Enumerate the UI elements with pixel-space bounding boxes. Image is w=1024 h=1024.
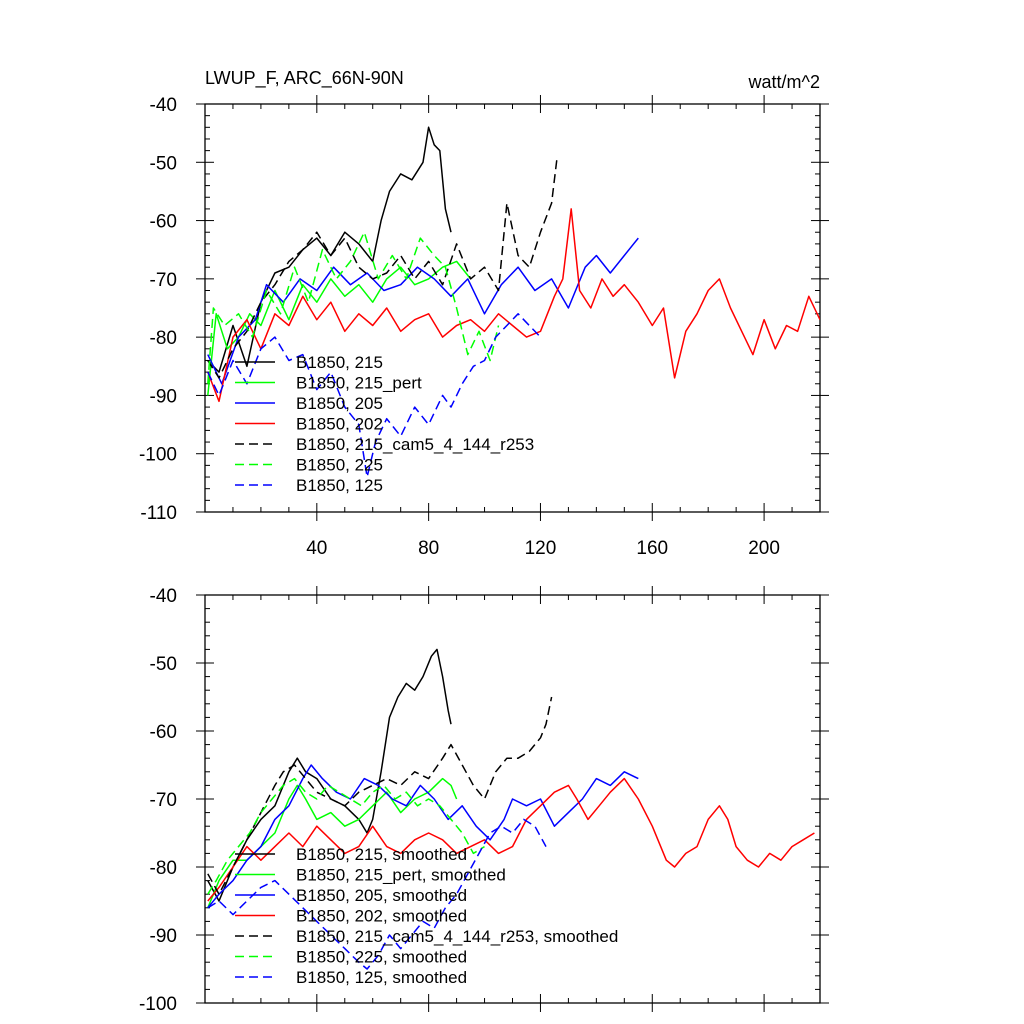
y-tick-label: -50 xyxy=(150,654,177,675)
y-tick-label: -100 xyxy=(139,994,177,1015)
series-line xyxy=(207,156,558,379)
y-tick-label: -60 xyxy=(150,722,177,743)
y-tick-label: -40 xyxy=(150,586,177,607)
legend-label: B1850, 205 xyxy=(296,394,383,413)
legend-label: B1850, 215 xyxy=(296,353,383,372)
legend-label: B1850, 225, smoothed xyxy=(296,948,467,967)
y-tick-label: -60 xyxy=(150,212,177,233)
x-tick-label: 200 xyxy=(748,538,780,559)
x-tick-label: 40 xyxy=(306,538,327,559)
y-tick-label: -70 xyxy=(150,270,177,291)
series-line xyxy=(207,818,547,970)
x-tick-label: 80 xyxy=(418,538,439,559)
series-line xyxy=(207,696,553,895)
legend-label: B1850, 215_pert, smoothed xyxy=(296,866,506,885)
legend-label: B1850, 125 xyxy=(296,476,383,495)
legend-label: B1850, 215_cam5_4_144_r253 xyxy=(296,435,534,454)
bottom-panel: -40 -50 -60 -70 -80 -90 -100 B1850, 215, smooth… xyxy=(139,586,829,1015)
legend-label: B1850, 215_pert xyxy=(296,374,422,393)
series-line xyxy=(207,777,485,895)
y-tick-label: -50 xyxy=(150,153,177,174)
series-line xyxy=(207,208,820,403)
legend-label: B1850, 202, smoothed xyxy=(296,907,467,926)
chart-title: LWUP_F, ARC_66N-90N xyxy=(205,68,404,89)
y-tick-label: -110 xyxy=(140,503,177,524)
units-label: watt/m^2 xyxy=(748,72,820,92)
series-line xyxy=(207,237,639,385)
x-tick-label: 160 xyxy=(636,538,668,559)
series-line xyxy=(207,313,542,478)
y-tick-label: -70 xyxy=(150,790,177,811)
y-tick-label: -100 xyxy=(139,445,177,466)
legend-label: B1850, 225 xyxy=(296,456,383,475)
legend-label: B1850, 205, smoothed xyxy=(296,886,467,905)
y-tick-label: -40 xyxy=(150,95,177,116)
series-line xyxy=(207,777,815,902)
legend-label: B1850, 215, smoothed xyxy=(296,845,467,864)
series-line xyxy=(207,648,452,902)
series-line xyxy=(207,764,639,909)
y-tick-label: -80 xyxy=(150,858,177,879)
x-tick-label: 120 xyxy=(525,538,557,559)
series-line xyxy=(207,260,472,396)
y-tick-label: -80 xyxy=(150,328,177,349)
legend-label: B1850, 125, smoothed xyxy=(296,968,467,987)
y-tick-label: -90 xyxy=(150,386,177,407)
legend-label: B1850, 202 xyxy=(296,415,383,434)
y-tick-label: -90 xyxy=(150,926,177,947)
legend-label: B1850, 215_cam5_4_144_r253, smoothed xyxy=(296,927,618,946)
series-line xyxy=(207,231,500,384)
top-panel: 40 80 120 160 200 -40 -50 -60 -70 -80 -90 -100 -110 B… xyxy=(139,95,829,559)
